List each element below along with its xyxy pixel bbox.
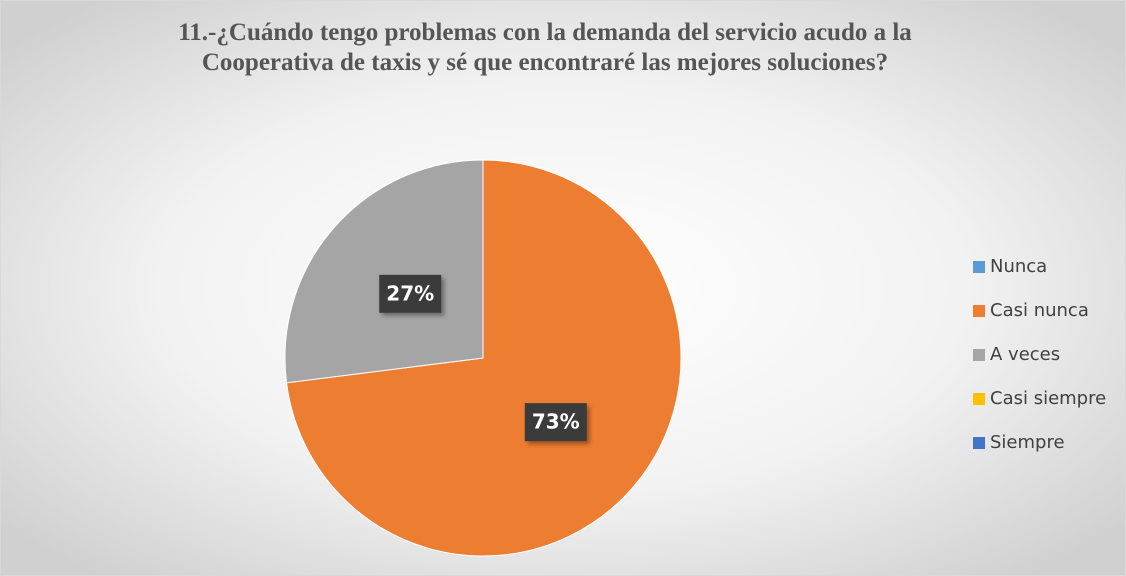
pie-slice — [284, 159, 484, 384]
legend-swatch — [973, 393, 985, 405]
legend-swatch — [973, 349, 985, 361]
pie-slice — [286, 159, 682, 557]
legend-swatch — [973, 261, 985, 273]
legend-label: A veces — [990, 344, 1060, 365]
legend-label: Nunca — [990, 256, 1047, 277]
data-label: 73% — [532, 410, 580, 434]
legend-label: Casi nunca — [990, 300, 1089, 321]
legend-label: Siempre — [990, 432, 1065, 453]
legend-swatch — [973, 437, 985, 449]
data-label-box — [379, 274, 442, 313]
chart-title: Cooperativa de taxis y sé que encontraré… — [202, 49, 888, 76]
chart-title: 11.-¿Cuándo tengo problemas con la deman… — [178, 19, 912, 46]
legend-swatch — [973, 305, 985, 317]
data-label: 27% — [386, 281, 434, 305]
data-label-box — [524, 403, 587, 442]
legend-label: Casi siempre — [990, 388, 1106, 409]
